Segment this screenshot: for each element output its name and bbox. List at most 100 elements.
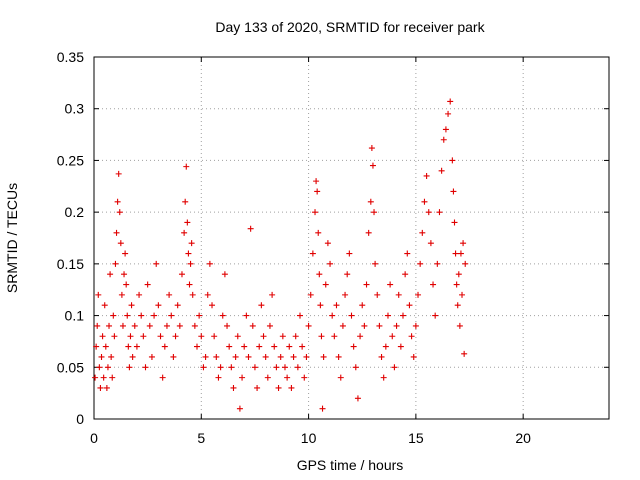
data-point: [460, 240, 467, 247]
data-point: [262, 353, 269, 360]
data-point: [109, 374, 116, 381]
data-point: [101, 302, 108, 309]
data-point: [382, 343, 389, 350]
data-point: [243, 312, 250, 319]
data-point: [106, 322, 113, 329]
data-point: [352, 364, 359, 371]
data-point: [196, 312, 203, 319]
data-point: [100, 374, 107, 381]
data-point: [344, 271, 351, 278]
data-point: [359, 302, 366, 309]
data-point: [258, 302, 265, 309]
data-point: [125, 343, 132, 350]
data-point: [92, 374, 99, 381]
data-point: [313, 178, 320, 185]
data-point: [412, 322, 419, 329]
data-point: [112, 260, 119, 267]
data-point: [273, 364, 280, 371]
data-point: [372, 260, 379, 267]
data-point: [354, 395, 361, 402]
data-point: [155, 302, 162, 309]
y-axis-label: SRMTID / TECUs: [4, 183, 20, 293]
data-point: [350, 343, 357, 350]
data-point: [118, 291, 125, 298]
data-point: [309, 250, 316, 257]
data-point: [436, 209, 443, 216]
data-point: [455, 271, 462, 278]
data-point: [423, 172, 430, 179]
data-point: [126, 364, 133, 371]
data-point: [374, 291, 381, 298]
y-tick-label: 0.15: [57, 256, 84, 272]
data-point: [217, 364, 224, 371]
data-point: [312, 209, 319, 216]
data-point: [342, 291, 349, 298]
data-point: [301, 374, 308, 381]
data-point: [200, 364, 207, 371]
data-point: [367, 198, 374, 205]
data-point: [113, 229, 120, 236]
data-points: [92, 98, 469, 412]
data-point: [376, 322, 383, 329]
y-tick-label: 0.3: [65, 101, 85, 117]
data-point: [241, 343, 248, 350]
data-point: [95, 291, 102, 298]
data-point: [368, 145, 375, 152]
data-point: [387, 281, 394, 288]
data-point: [97, 384, 104, 391]
data-point: [453, 281, 460, 288]
data-point: [369, 162, 376, 169]
data-point: [284, 374, 291, 381]
data-point: [299, 343, 306, 350]
data-point: [251, 364, 258, 371]
data-point: [451, 219, 458, 226]
data-point: [191, 322, 198, 329]
data-point: [445, 110, 452, 117]
data-point: [389, 333, 396, 340]
data-point: [249, 322, 256, 329]
data-point: [128, 302, 135, 309]
data-point: [236, 405, 243, 412]
data-point: [136, 291, 143, 298]
data-point: [391, 364, 398, 371]
data-point: [94, 322, 101, 329]
y-tick-label: 0.35: [57, 49, 84, 65]
data-point: [371, 209, 378, 216]
data-point: [277, 353, 284, 360]
data-point: [189, 291, 196, 298]
data-point: [419, 229, 426, 236]
y-tick-label: 0.2: [65, 204, 85, 220]
data-point: [393, 322, 400, 329]
data-point: [427, 240, 434, 247]
data-point: [449, 157, 456, 164]
chart-title: Day 133 of 2020, SRMTID for receiver par…: [215, 19, 485, 35]
data-point: [183, 163, 190, 170]
data-point: [124, 312, 131, 319]
data-point: [438, 167, 445, 174]
data-point: [327, 260, 334, 267]
data-point: [121, 271, 128, 278]
data-point: [119, 322, 126, 329]
x-tick-label: 0: [90, 430, 98, 446]
data-point: [211, 333, 218, 340]
data-point: [131, 322, 138, 329]
data-point: [417, 260, 424, 267]
grid: [94, 57, 609, 419]
data-point: [166, 291, 173, 298]
data-point: [168, 312, 175, 319]
data-point: [116, 209, 123, 216]
data-point: [247, 225, 254, 232]
data-point: [457, 250, 464, 257]
data-point: [333, 302, 340, 309]
data-point: [363, 281, 370, 288]
data-point: [115, 170, 122, 177]
data-point: [421, 198, 428, 205]
data-point: [153, 260, 160, 267]
data-point: [176, 322, 183, 329]
data-point: [335, 353, 342, 360]
y-tick-label: 0: [76, 411, 84, 427]
x-tick-label: 15: [408, 430, 424, 446]
data-point: [107, 271, 114, 278]
data-point: [452, 250, 459, 257]
data-point: [204, 291, 211, 298]
